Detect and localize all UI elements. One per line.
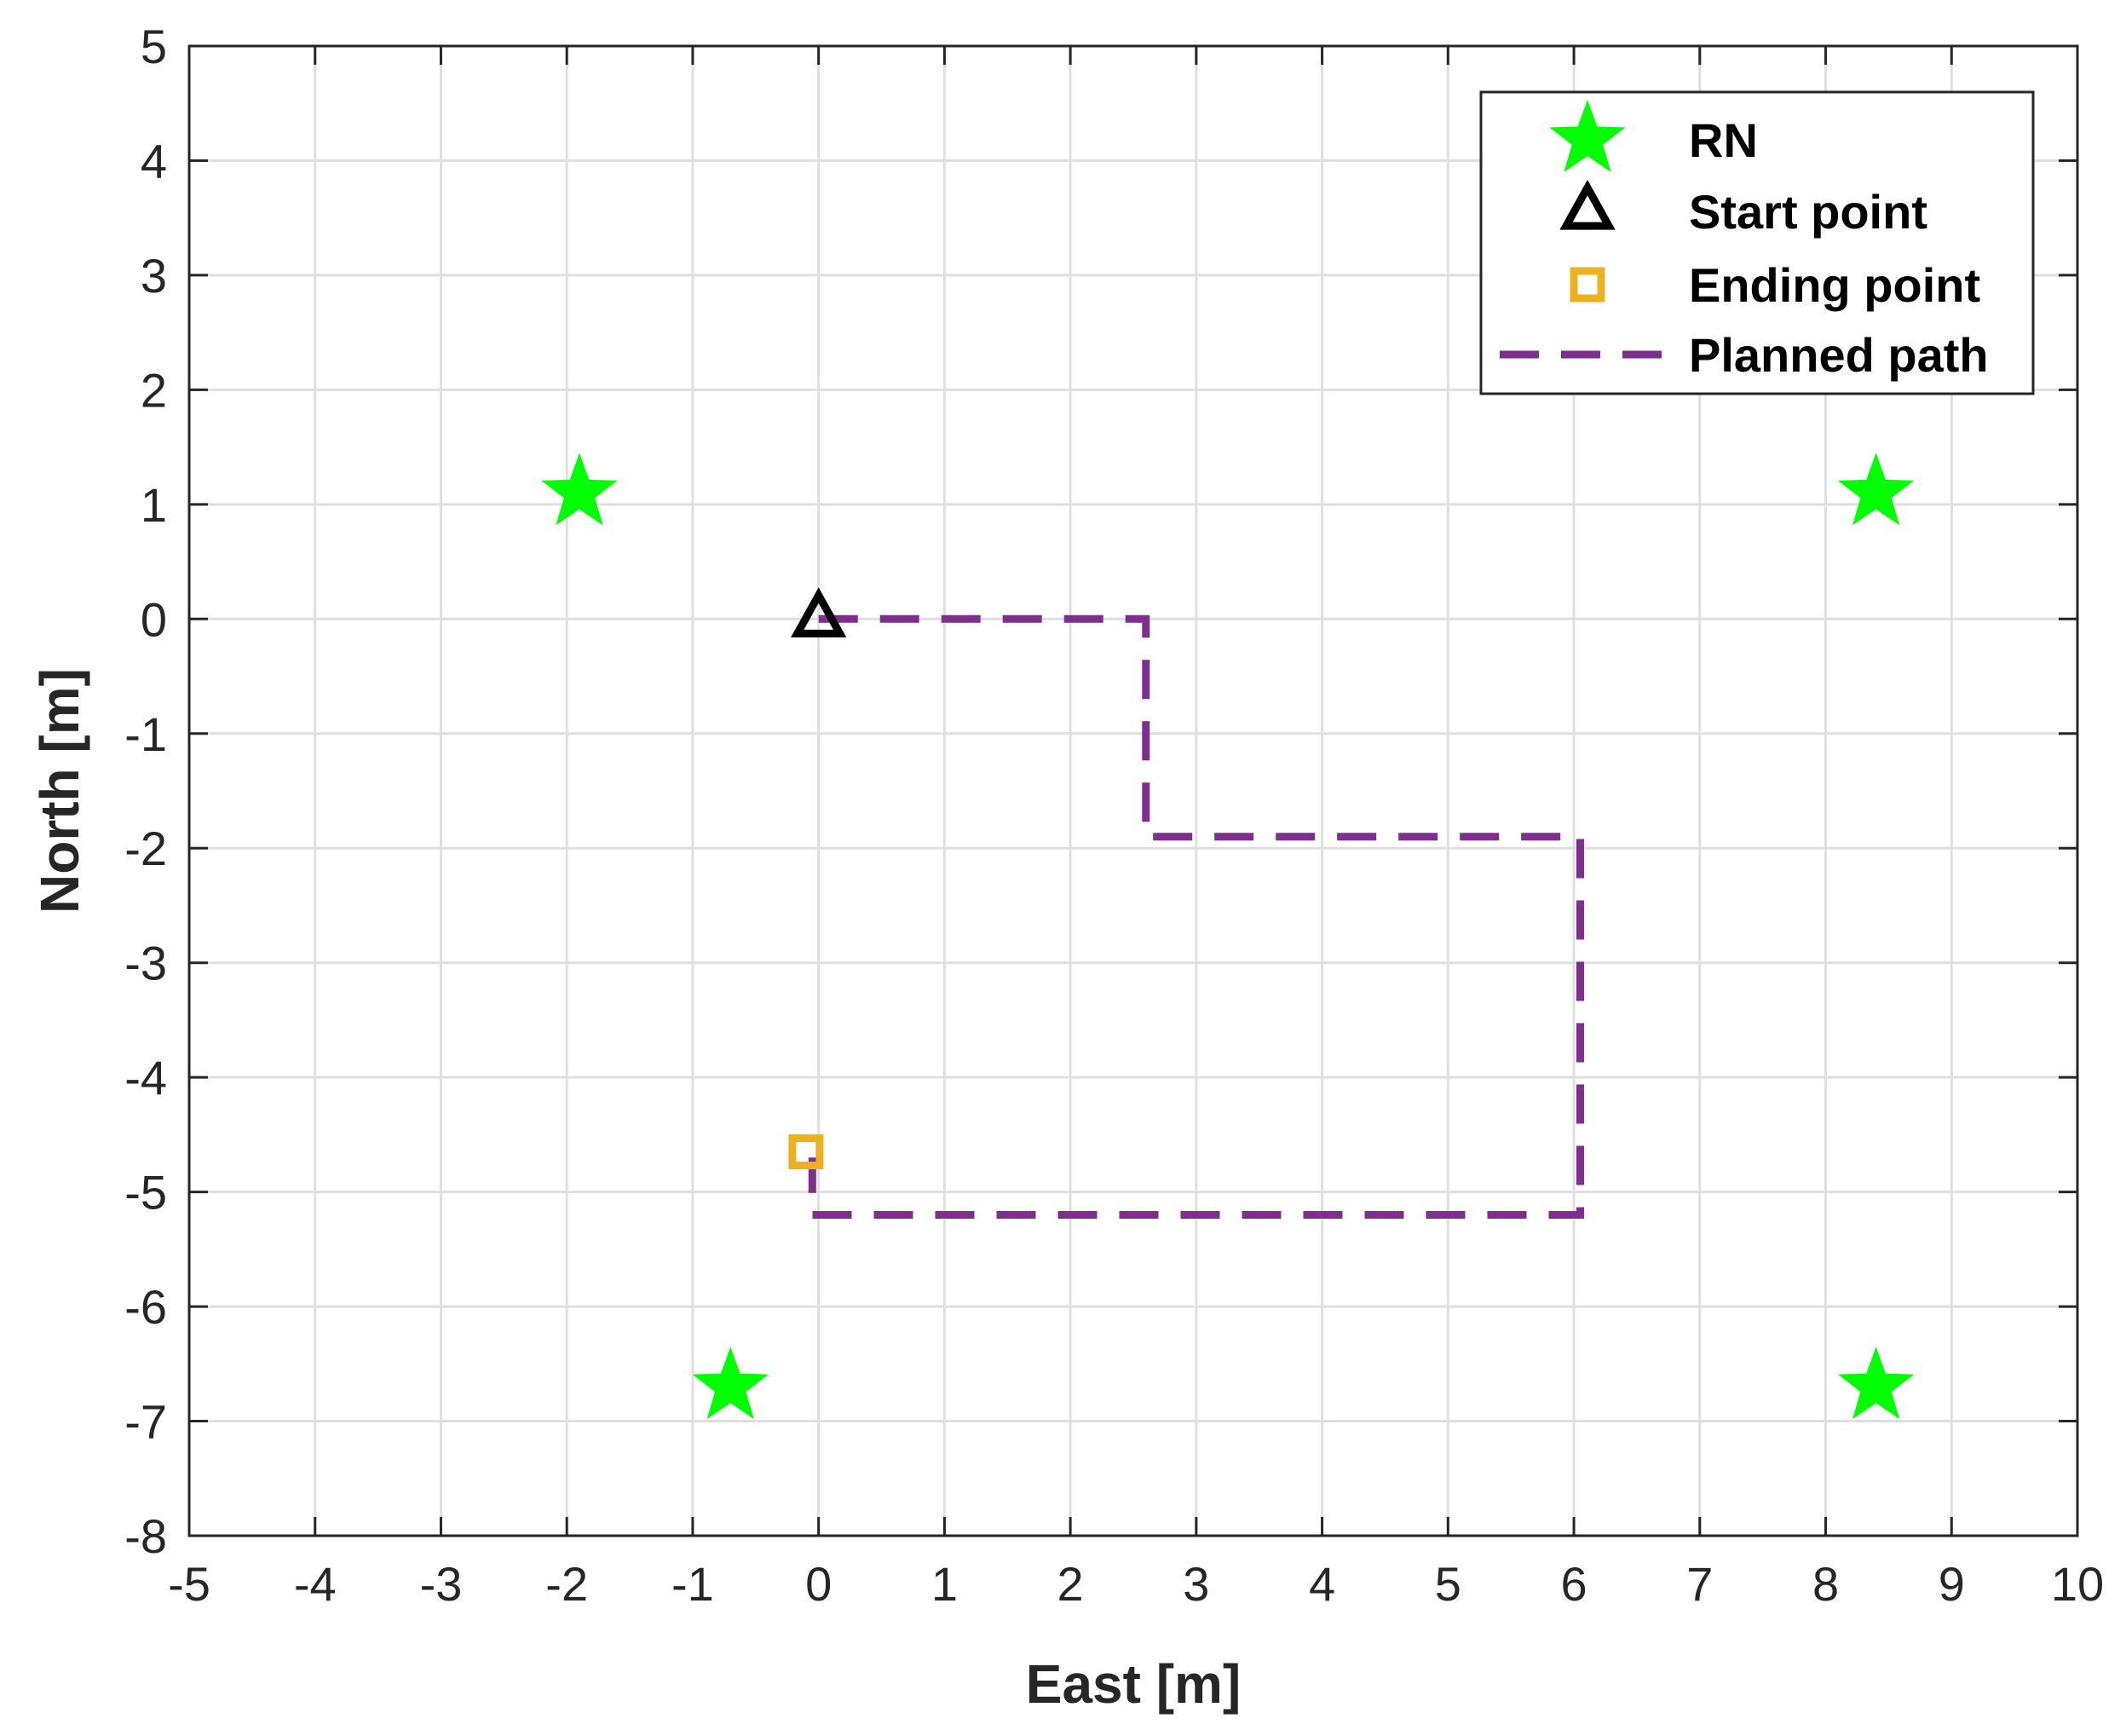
start-point-marker: [791, 587, 847, 637]
rn-marker: [1837, 1347, 1915, 1420]
legend-label: Ending point: [1689, 258, 1980, 312]
x-tick-label: 9: [1939, 1557, 1965, 1611]
x-tick-label: -3: [420, 1557, 463, 1611]
ending-point-marker: [788, 1134, 824, 1170]
plot-frame: [187, 44, 2079, 1537]
planned-path-line: [808, 614, 1584, 1219]
x-tick-label: 7: [1686, 1557, 1713, 1611]
legend: RN Start point Ending point Planned path: [1479, 90, 2035, 395]
y-tick-label: 4: [141, 134, 167, 187]
x-tick-label: 2: [1057, 1557, 1084, 1611]
y-tick-label: -4: [124, 1051, 167, 1104]
y-tick-label: -8: [124, 1509, 167, 1563]
x-tick-label: 3: [1183, 1557, 1209, 1611]
rn-marker: [541, 453, 618, 526]
y-tick-label: -5: [124, 1166, 167, 1220]
legend-label: Start point: [1689, 185, 1927, 239]
x-tick-label: 8: [1812, 1557, 1839, 1611]
rn-marker: [1837, 453, 1915, 526]
y-tick-label: -2: [124, 822, 167, 875]
x-tick-label: 1: [931, 1557, 958, 1611]
tick-labels: -5 -4 -3 -2 -1 0 1 2 3 4 5 6 7 8 9 10 -8 -7 -6 -5 -4 -3 -2 -1 0 1…: [124, 20, 2104, 1611]
x-tick-label: -2: [545, 1557, 588, 1611]
y-axis-label: North [m]: [29, 668, 90, 914]
data-layer: [541, 453, 1915, 1420]
y-tick-label: 1: [141, 478, 167, 532]
x-tick-label: 6: [1560, 1557, 1587, 1611]
x-axis-label: East [m]: [1026, 1653, 1242, 1715]
x-tick-label: 4: [1309, 1557, 1335, 1611]
y-tick-label: 2: [141, 363, 167, 417]
y-tick-label: -1: [124, 707, 167, 761]
x-tick-label: -5: [168, 1557, 210, 1611]
x-tick-label: -1: [671, 1557, 714, 1611]
legend-rn-marker: [1549, 100, 1626, 172]
legend-start-point-marker: [1559, 179, 1616, 230]
y-tick-label: 3: [141, 249, 167, 303]
ticks: [187, 44, 2079, 1537]
legend-label: Planned path: [1689, 328, 1989, 382]
rn-marker: [692, 1347, 769, 1420]
y-tick-label: -7: [124, 1395, 167, 1449]
y-tick-label: -6: [124, 1280, 167, 1334]
y-tick-label: 5: [141, 20, 167, 73]
x-tick-label: 5: [1435, 1557, 1461, 1611]
y-tick-label: -3: [124, 937, 167, 990]
x-tick-label: 10: [2051, 1557, 2104, 1611]
y-tick-label: 0: [141, 592, 167, 646]
x-tick-label: 0: [805, 1557, 832, 1611]
legend-label: RN: [1689, 113, 1758, 167]
grid: [187, 44, 2079, 1537]
x-tick-label: -4: [294, 1557, 337, 1611]
legend-ending-point-marker: [1570, 267, 1605, 303]
